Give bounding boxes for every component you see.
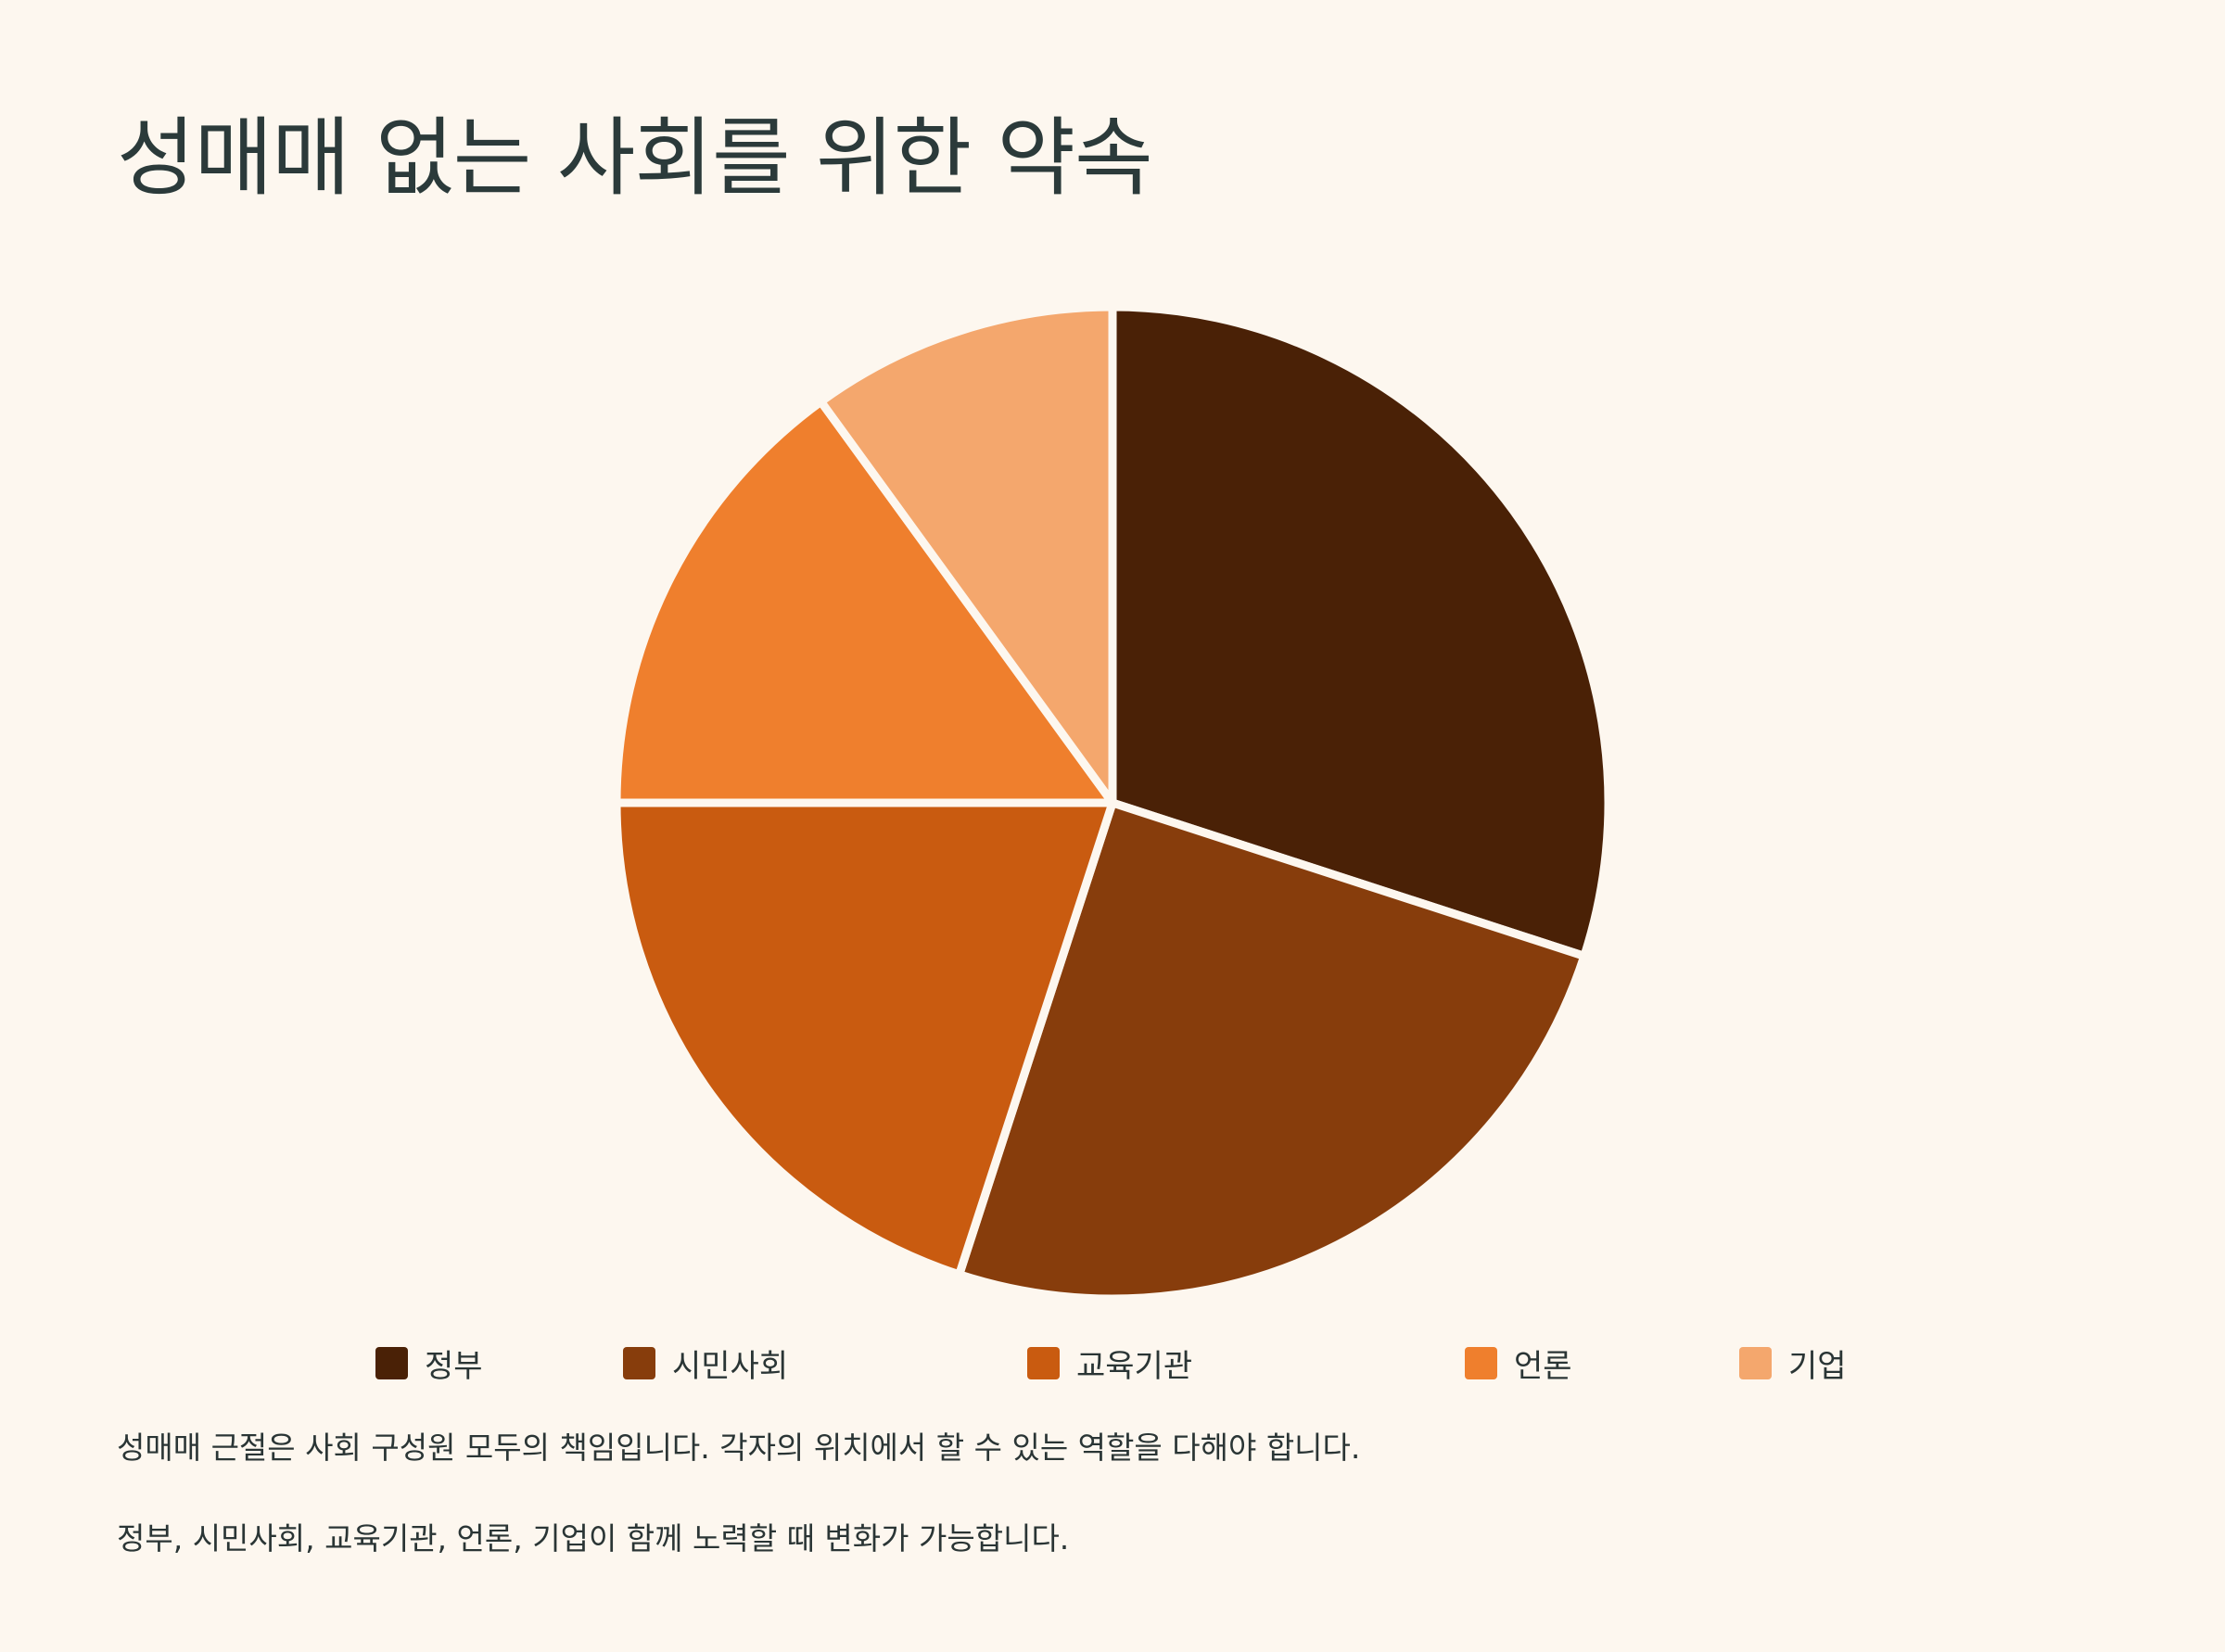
legend-swatch: [1465, 1346, 1497, 1379]
description-line-2: 정부, 시민사회, 교육기관, 언론, 기업이 함께 노력할 때 변화가 가능합…: [117, 1520, 1070, 1557]
legend-item-4[interactable]: 언론: [1465, 1335, 1572, 1391]
legend-item-3[interactable]: 교육기관: [1027, 1335, 1192, 1391]
legend-label: 기업: [1788, 1347, 1847, 1385]
legend-label: 정부: [425, 1347, 483, 1385]
legend: 정부 시민사회 교육기관 언론 기업: [0, 1335, 2225, 1391]
legend-item-1[interactable]: 정부: [375, 1335, 483, 1391]
legend-item-5[interactable]: 기업: [1739, 1335, 1847, 1391]
legend-swatch: [375, 1346, 408, 1379]
legend-label: 교육기관: [1076, 1347, 1193, 1385]
pie-slice-5[interactable]: [817, 302, 1117, 807]
chart-title: 성매매 없는 사회를 위한 약속: [117, 108, 1153, 208]
legend-swatch: [1739, 1346, 1772, 1379]
pie-slice-3[interactable]: [612, 798, 1117, 1279]
legend-swatch: [1027, 1346, 1060, 1379]
pie-slice-2[interactable]: [955, 798, 1589, 1303]
legend-swatch: [623, 1346, 655, 1379]
legend-item-2[interactable]: 시민사회: [623, 1335, 788, 1391]
pie-slice-1[interactable]: [1108, 302, 1613, 960]
pie-slice-4[interactable]: [612, 397, 1117, 807]
description-line-1: 성매매 근절은 사회 구성원 모두의 책임입니다. 각자의 위치에서 할 수 있…: [117, 1430, 1361, 1466]
legend-label: 시민사회: [672, 1347, 789, 1385]
legend-label: 언론: [1514, 1347, 1572, 1385]
